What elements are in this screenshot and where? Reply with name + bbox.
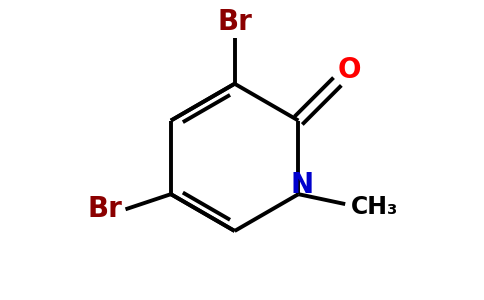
Text: O: O [337, 56, 361, 84]
Text: N: N [290, 171, 314, 199]
Text: CH₃: CH₃ [351, 195, 398, 219]
Text: Br: Br [217, 8, 252, 36]
Text: Br: Br [88, 195, 122, 223]
